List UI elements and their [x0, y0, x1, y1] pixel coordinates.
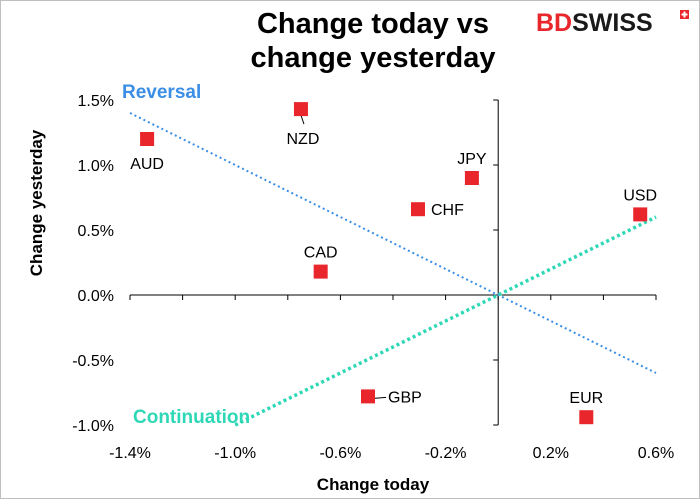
point-chf	[410, 202, 425, 217]
y-tick-label: -1.0%	[72, 418, 114, 435]
brand-logo: BDSWISS	[536, 9, 689, 37]
swiss-cross-icon	[680, 10, 689, 19]
point-label-jpy: JPY	[457, 151, 487, 168]
x-tick-label: 0.6%	[638, 445, 674, 462]
reversal-line	[129, 112, 657, 374]
point-label-cad: CAD	[304, 245, 338, 262]
brand-logo-swiss: SWISS	[572, 9, 653, 37]
point-label-chf: CHF	[431, 202, 464, 219]
point-label-eur: EUR	[569, 390, 603, 407]
continuation-annotation: Continuation	[133, 407, 250, 428]
reversal-annotation: Reversal	[122, 82, 201, 103]
y-tick-label: 0.5%	[78, 223, 114, 240]
point-usd	[633, 207, 648, 222]
y-tick-label: -0.5%	[72, 353, 114, 370]
svg-text:BDSWISS: BDSWISS	[536, 9, 653, 37]
x-axis-title: Change today	[317, 475, 430, 494]
x-tick-label: -0.2%	[425, 445, 467, 462]
x-tick-label: -0.6%	[320, 445, 362, 462]
brand-logo-bd: BD	[536, 9, 572, 37]
leader-line-gbp	[372, 396, 387, 399]
point-label-gbp: GBP	[388, 389, 422, 406]
leader-line-nzd	[300, 114, 305, 125]
y-tick-label: 1.0%	[78, 158, 114, 175]
point-label-aud: AUD	[130, 156, 164, 173]
point-aud	[140, 132, 155, 146]
x-tick-label: -1.0%	[214, 445, 256, 462]
point-nzd	[293, 102, 308, 117]
point-label-nzd: NZD	[287, 131, 320, 148]
y-axis-title: Change yesterday	[27, 129, 46, 276]
point-jpy	[464, 171, 479, 185]
x-tick-label: -1.4%	[109, 445, 151, 462]
continuation-line	[234, 215, 657, 427]
chart-title-line-1: Change today vs	[257, 8, 489, 40]
y-tick-label: 1.5%	[78, 93, 114, 110]
point-eur	[579, 410, 594, 425]
x-tick-label: 0.2%	[533, 445, 569, 462]
point-cad	[313, 264, 328, 279]
point-gbp	[361, 389, 376, 404]
chart-title-line-2: change yesterday	[250, 42, 495, 74]
y-tick-label: 0.0%	[78, 288, 114, 305]
point-label-usd: USD	[623, 187, 657, 204]
